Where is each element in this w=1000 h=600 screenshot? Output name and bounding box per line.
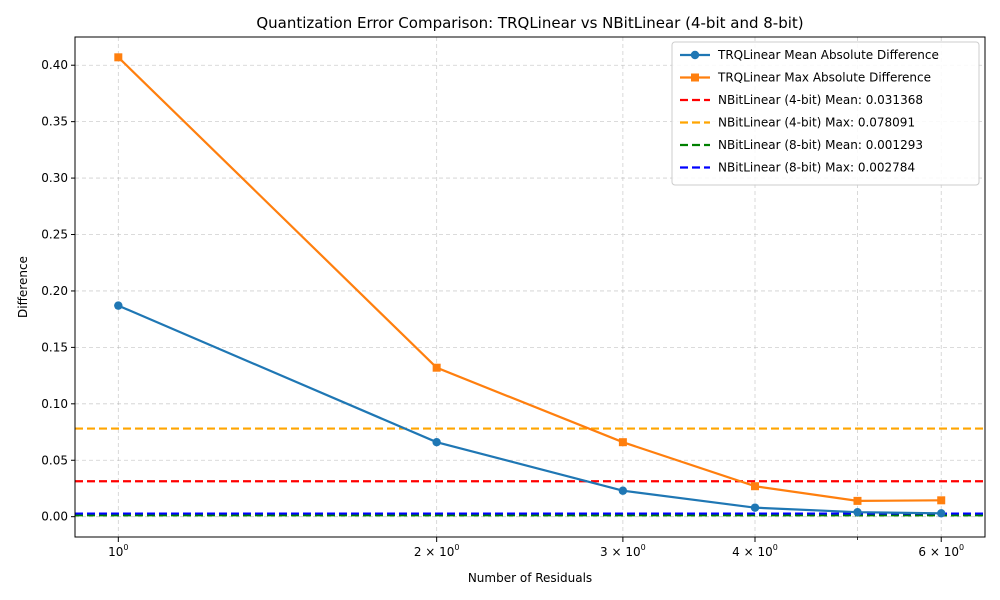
legend-box — [671, 41, 980, 186]
legend-label: TRQLinear Mean Absolute Difference — [717, 48, 939, 62]
data-point-circle — [937, 509, 946, 518]
reference-lines — [75, 427, 985, 517]
data-point-circle — [853, 507, 862, 517]
x-tick-label: 6 × 100 — [918, 543, 964, 559]
y-tick-label: 0.15 — [41, 340, 68, 354]
y-tick-label: 0.30 — [41, 171, 68, 185]
x-tick-label-base: 4 × 10 — [732, 545, 773, 559]
legend-swatch-circle — [690, 50, 700, 60]
y-tick-label: 0.00 — [41, 510, 68, 524]
x-tick-label-base: 3 × 10 — [600, 545, 641, 559]
legend-label: NBitLinear (8-bit) Max: 0.002784 — [718, 161, 915, 175]
x-axis-label: Number of Residuals — [468, 571, 592, 585]
x-tick-label-exponent: 0 — [454, 543, 459, 552]
y-tick-label: 0.35 — [41, 115, 68, 129]
x-tick-label-exponent: 0 — [123, 543, 128, 552]
series-line — [117, 304, 942, 515]
y-tick-label: 0.10 — [41, 397, 68, 411]
data-point-circle — [618, 486, 628, 495]
legend-label: TRQLinear Max Absolute Difference — [717, 71, 931, 85]
data-point-square — [751, 482, 760, 491]
y-tick-label: 0.40 — [41, 58, 68, 72]
data-point-square — [432, 363, 441, 372]
legend-label: NBitLinear (4-bit) Max: 0.078091 — [718, 116, 915, 130]
data-point-square — [114, 53, 123, 62]
x-tick-label-base: 2 × 10 — [414, 545, 455, 559]
legend: TRQLinear Mean Absolute Difference TRQLin… — [671, 41, 980, 186]
x-tick-label: 3 × 100 — [600, 543, 646, 559]
legend-label: NBitLinear (8-bit) Mean: 0.001293 — [718, 138, 923, 152]
grid — [75, 37, 985, 537]
data-point-square — [853, 496, 862, 505]
x-tick-label-base: 10 — [108, 545, 123, 559]
x-tick-label-base: 6 × 10 — [918, 545, 959, 559]
plot-frame — [74, 36, 986, 538]
data-point-circle — [432, 437, 441, 447]
data-point-square — [937, 496, 946, 505]
x-tick-label: 4 × 100 — [732, 543, 778, 559]
data-point-circle — [114, 301, 123, 310]
y-tick-label: 0.20 — [41, 284, 68, 298]
legend-label: NBitLinear (4-bit) Mean: 0.031368 — [718, 93, 923, 107]
chart-title: Quantization Error Comparison: TRQLinear… — [256, 14, 803, 32]
data-point-circle — [750, 503, 760, 512]
x-tick-label: 2 × 100 — [414, 543, 460, 559]
series-line — [117, 56, 942, 502]
x-tick-label-exponent: 0 — [641, 543, 646, 552]
y-axis-ticks: 0.00 0.05 0.10 0.15 0.20 0.25 0.30 0.35 0.40 — [41, 58, 75, 524]
data-point-square — [618, 438, 627, 447]
x-tick-label-exponent: 0 — [959, 543, 964, 552]
x-tick-label-exponent: 0 — [773, 543, 778, 552]
y-axis-label: Difference — [16, 256, 30, 318]
y-tick-label: 0.05 — [41, 453, 68, 467]
legend-swatch-square — [691, 73, 699, 82]
x-tick-label: 100 — [108, 543, 128, 559]
y-tick-label: 0.25 — [41, 228, 68, 242]
series-lines — [114, 53, 946, 518]
x-axis-ticks: 100 2 × 100 3 × 100 4 × 100 6 × 100 — [108, 537, 964, 559]
